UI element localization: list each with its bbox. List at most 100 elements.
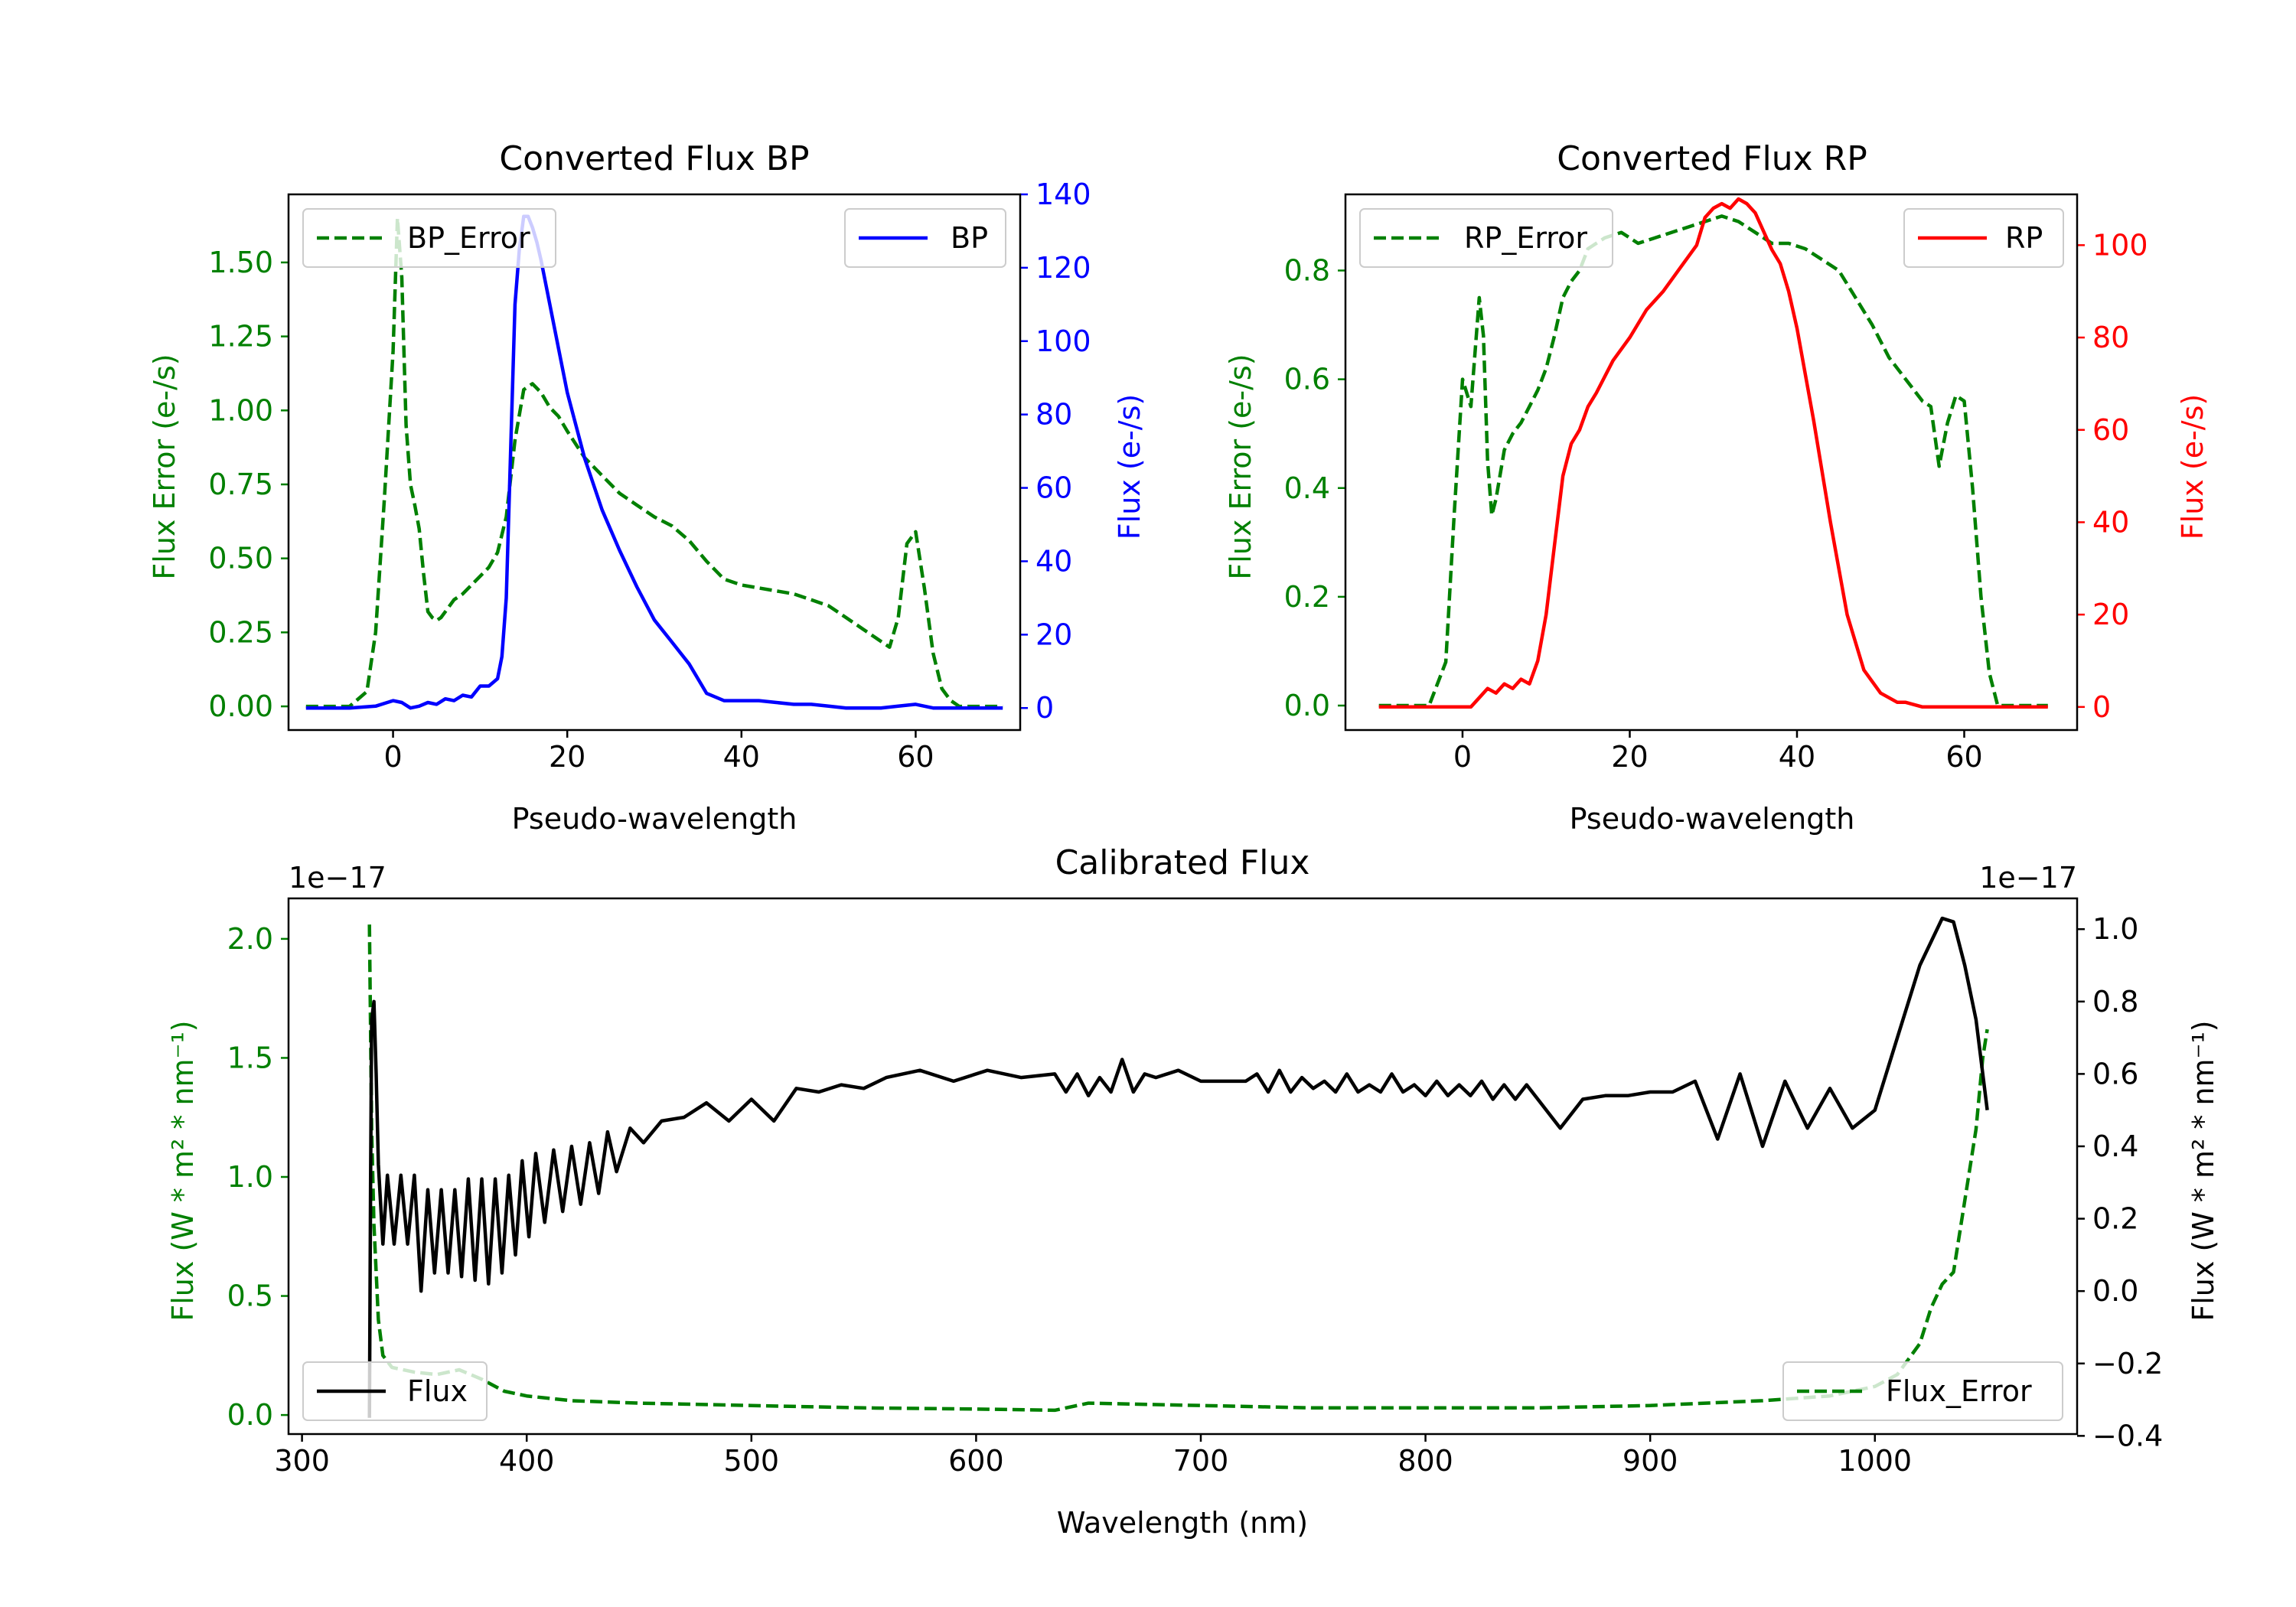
y-ticks-left: 0.0 0.2 0.4 0.6 0.8 <box>1284 253 1345 722</box>
legend-left: BP_Error <box>302 208 556 268</box>
y-tick-left-label: 0.50 <box>208 542 273 575</box>
chart-title: Converted Flux BP <box>499 139 809 178</box>
x-ticks: 300 400 500 600 700 800 900 1000 <box>274 1434 1912 1478</box>
y-ticks-right: −0.4 −0.2 0.0 0.2 0.4 0.6 0.8 1.0 <box>2077 912 2163 1452</box>
series-line-bp <box>305 214 1003 710</box>
y-axis-right-label: Flux (e-/s) <box>1113 394 1146 539</box>
x-tick-label: 40 <box>1779 740 1815 774</box>
y-tick-right-label: 140 <box>1035 178 1091 211</box>
y-tick-left-label: 0.00 <box>208 689 273 723</box>
legend-right-label: RP <box>2005 221 2043 255</box>
y-tick-left-label: 0.8 <box>1284 253 1330 287</box>
y-tick-right-label: 0 <box>2092 690 2111 724</box>
y-tick-left-label: 1.5 <box>227 1041 273 1074</box>
plot-frame <box>287 897 2079 1436</box>
legend-right: RP <box>1903 208 2064 268</box>
series-line-bp-error <box>305 216 1003 709</box>
y-tick-left-label: 0.75 <box>208 468 273 501</box>
y-tick-right-label: 120 <box>1035 251 1091 285</box>
y-tick-right-label: 80 <box>1035 398 1072 432</box>
y-tick-right-label: 80 <box>2092 321 2129 354</box>
y-tick-right-label: 0.6 <box>2092 1057 2138 1090</box>
x-tick-label: 600 <box>948 1444 1004 1478</box>
y-tick-right-label: 100 <box>1035 324 1091 358</box>
y-tick-right-label: 1.0 <box>2092 912 2138 946</box>
chart-calibrated-flux: Calibrated Flux Wavelength (nm) Flux (W … <box>166 843 2220 1540</box>
y-tick-right-label: −0.4 <box>2092 1419 2163 1452</box>
legend-left-box <box>1359 208 1613 268</box>
legend-left-label: BP_Error <box>407 221 530 255</box>
x-tick-label: 20 <box>549 740 585 774</box>
y-axis-left-label: Flux Error (e-/s) <box>1224 354 1257 579</box>
x-axis-label: Pseudo-wavelength <box>512 802 797 836</box>
y-tick-right-label: 0.4 <box>2092 1129 2138 1163</box>
plot-frame <box>287 193 1022 732</box>
plot-frame <box>1344 193 2079 732</box>
y-axis-left-label: Flux (W * m² * nm⁻¹) <box>166 1020 200 1321</box>
y-tick-left-label: 0.0 <box>227 1398 273 1432</box>
y-tick-right-label: 20 <box>1035 618 1072 651</box>
y-tick-left-label: 0.2 <box>1284 580 1330 614</box>
plot-lines <box>305 214 1003 710</box>
legend-right: BP <box>844 208 1006 268</box>
y-tick-left-label: 1.0 <box>227 1160 273 1194</box>
y-tick-right-label: 0.0 <box>2092 1274 2138 1308</box>
y-tick-left-label: 0.4 <box>1284 471 1330 505</box>
x-ticks: 0 20 40 60 <box>1453 730 1983 774</box>
y-ticks-right: 0 20 40 60 80 100 <box>2077 228 2148 724</box>
y-tick-right-label: −0.2 <box>2092 1347 2163 1380</box>
y-tick-right-label: 60 <box>1035 471 1072 505</box>
y-tick-right-label: 20 <box>2092 598 2129 631</box>
x-tick-label: 500 <box>724 1444 780 1478</box>
x-tick-label: 60 <box>1945 740 1982 774</box>
y-ticks-right: 0 20 40 60 80 100 120 140 <box>1020 178 1091 725</box>
y-tick-right-label: 40 <box>2092 505 2129 539</box>
y-tick-right-label: 60 <box>2092 413 2129 447</box>
series-line-flux <box>367 916 1989 1418</box>
series-line-rp <box>1378 197 2048 709</box>
chart-title: Calibrated Flux <box>1055 843 1310 882</box>
y-axis-right-label: Flux (W * m² * nm⁻¹) <box>2187 1020 2220 1321</box>
x-tick-label: 1000 <box>1838 1444 1912 1478</box>
x-tick-label: 20 <box>1611 740 1648 774</box>
y-ticks-left: 0.00 0.25 0.50 0.75 1.00 1.25 1.50 <box>208 246 289 723</box>
y-axis-right-offset: 1e−17 <box>1979 861 2077 895</box>
y-tick-right-label: 0.2 <box>2092 1202 2138 1236</box>
y-tick-left-label: 1.25 <box>208 320 273 354</box>
y-axis-right-label: Flux (e-/s) <box>2176 394 2210 539</box>
y-tick-right-label: 0 <box>1035 691 1054 725</box>
y-axis-left-label: Flux Error (e-/s) <box>148 354 181 579</box>
legend-left-box <box>302 208 556 268</box>
legend-left: RP_Error <box>1359 208 1613 268</box>
y-tick-left-label: 1.50 <box>208 246 273 279</box>
y-tick-left-label: 0.5 <box>227 1279 273 1313</box>
x-tick-label: 40 <box>723 740 760 774</box>
legend-left: Flux <box>302 1361 488 1421</box>
chart-converted-flux-bp: Converted Flux BP Pseudo-wavelength Flux… <box>148 139 1146 836</box>
y-axis-left-offset: 1e−17 <box>289 861 386 895</box>
legend-left-label: Flux <box>407 1374 468 1408</box>
x-tick-label: 0 <box>383 740 402 774</box>
x-tick-label: 400 <box>499 1444 555 1478</box>
legend-right-box <box>1782 1361 2063 1421</box>
plot-lines <box>1378 197 2048 709</box>
x-tick-label: 60 <box>897 740 934 774</box>
y-ticks-left: 0.0 0.5 1.0 1.5 2.0 <box>227 922 289 1432</box>
x-axis-label: Pseudo-wavelength <box>1570 802 1855 836</box>
legend-left-box <box>302 1361 488 1421</box>
x-tick-label: 800 <box>1397 1444 1453 1478</box>
y-tick-left-label: 0.25 <box>208 615 273 649</box>
y-tick-left-label: 1.00 <box>208 393 273 427</box>
x-axis-label: Wavelength (nm) <box>1057 1506 1308 1540</box>
y-tick-left-label: 2.0 <box>227 922 273 956</box>
legend-left-label: RP_Error <box>1464 221 1587 255</box>
x-tick-label: 900 <box>1623 1444 1678 1478</box>
x-tick-label: 700 <box>1173 1444 1229 1478</box>
x-ticks: 0 20 40 60 <box>383 730 934 774</box>
x-tick-label: 0 <box>1453 740 1472 774</box>
y-tick-left-label: 0.0 <box>1284 689 1330 722</box>
legend-right: Flux_Error <box>1782 1361 2063 1421</box>
chart-title: Converted Flux RP <box>1557 139 1867 178</box>
y-tick-left-label: 0.6 <box>1284 363 1330 396</box>
